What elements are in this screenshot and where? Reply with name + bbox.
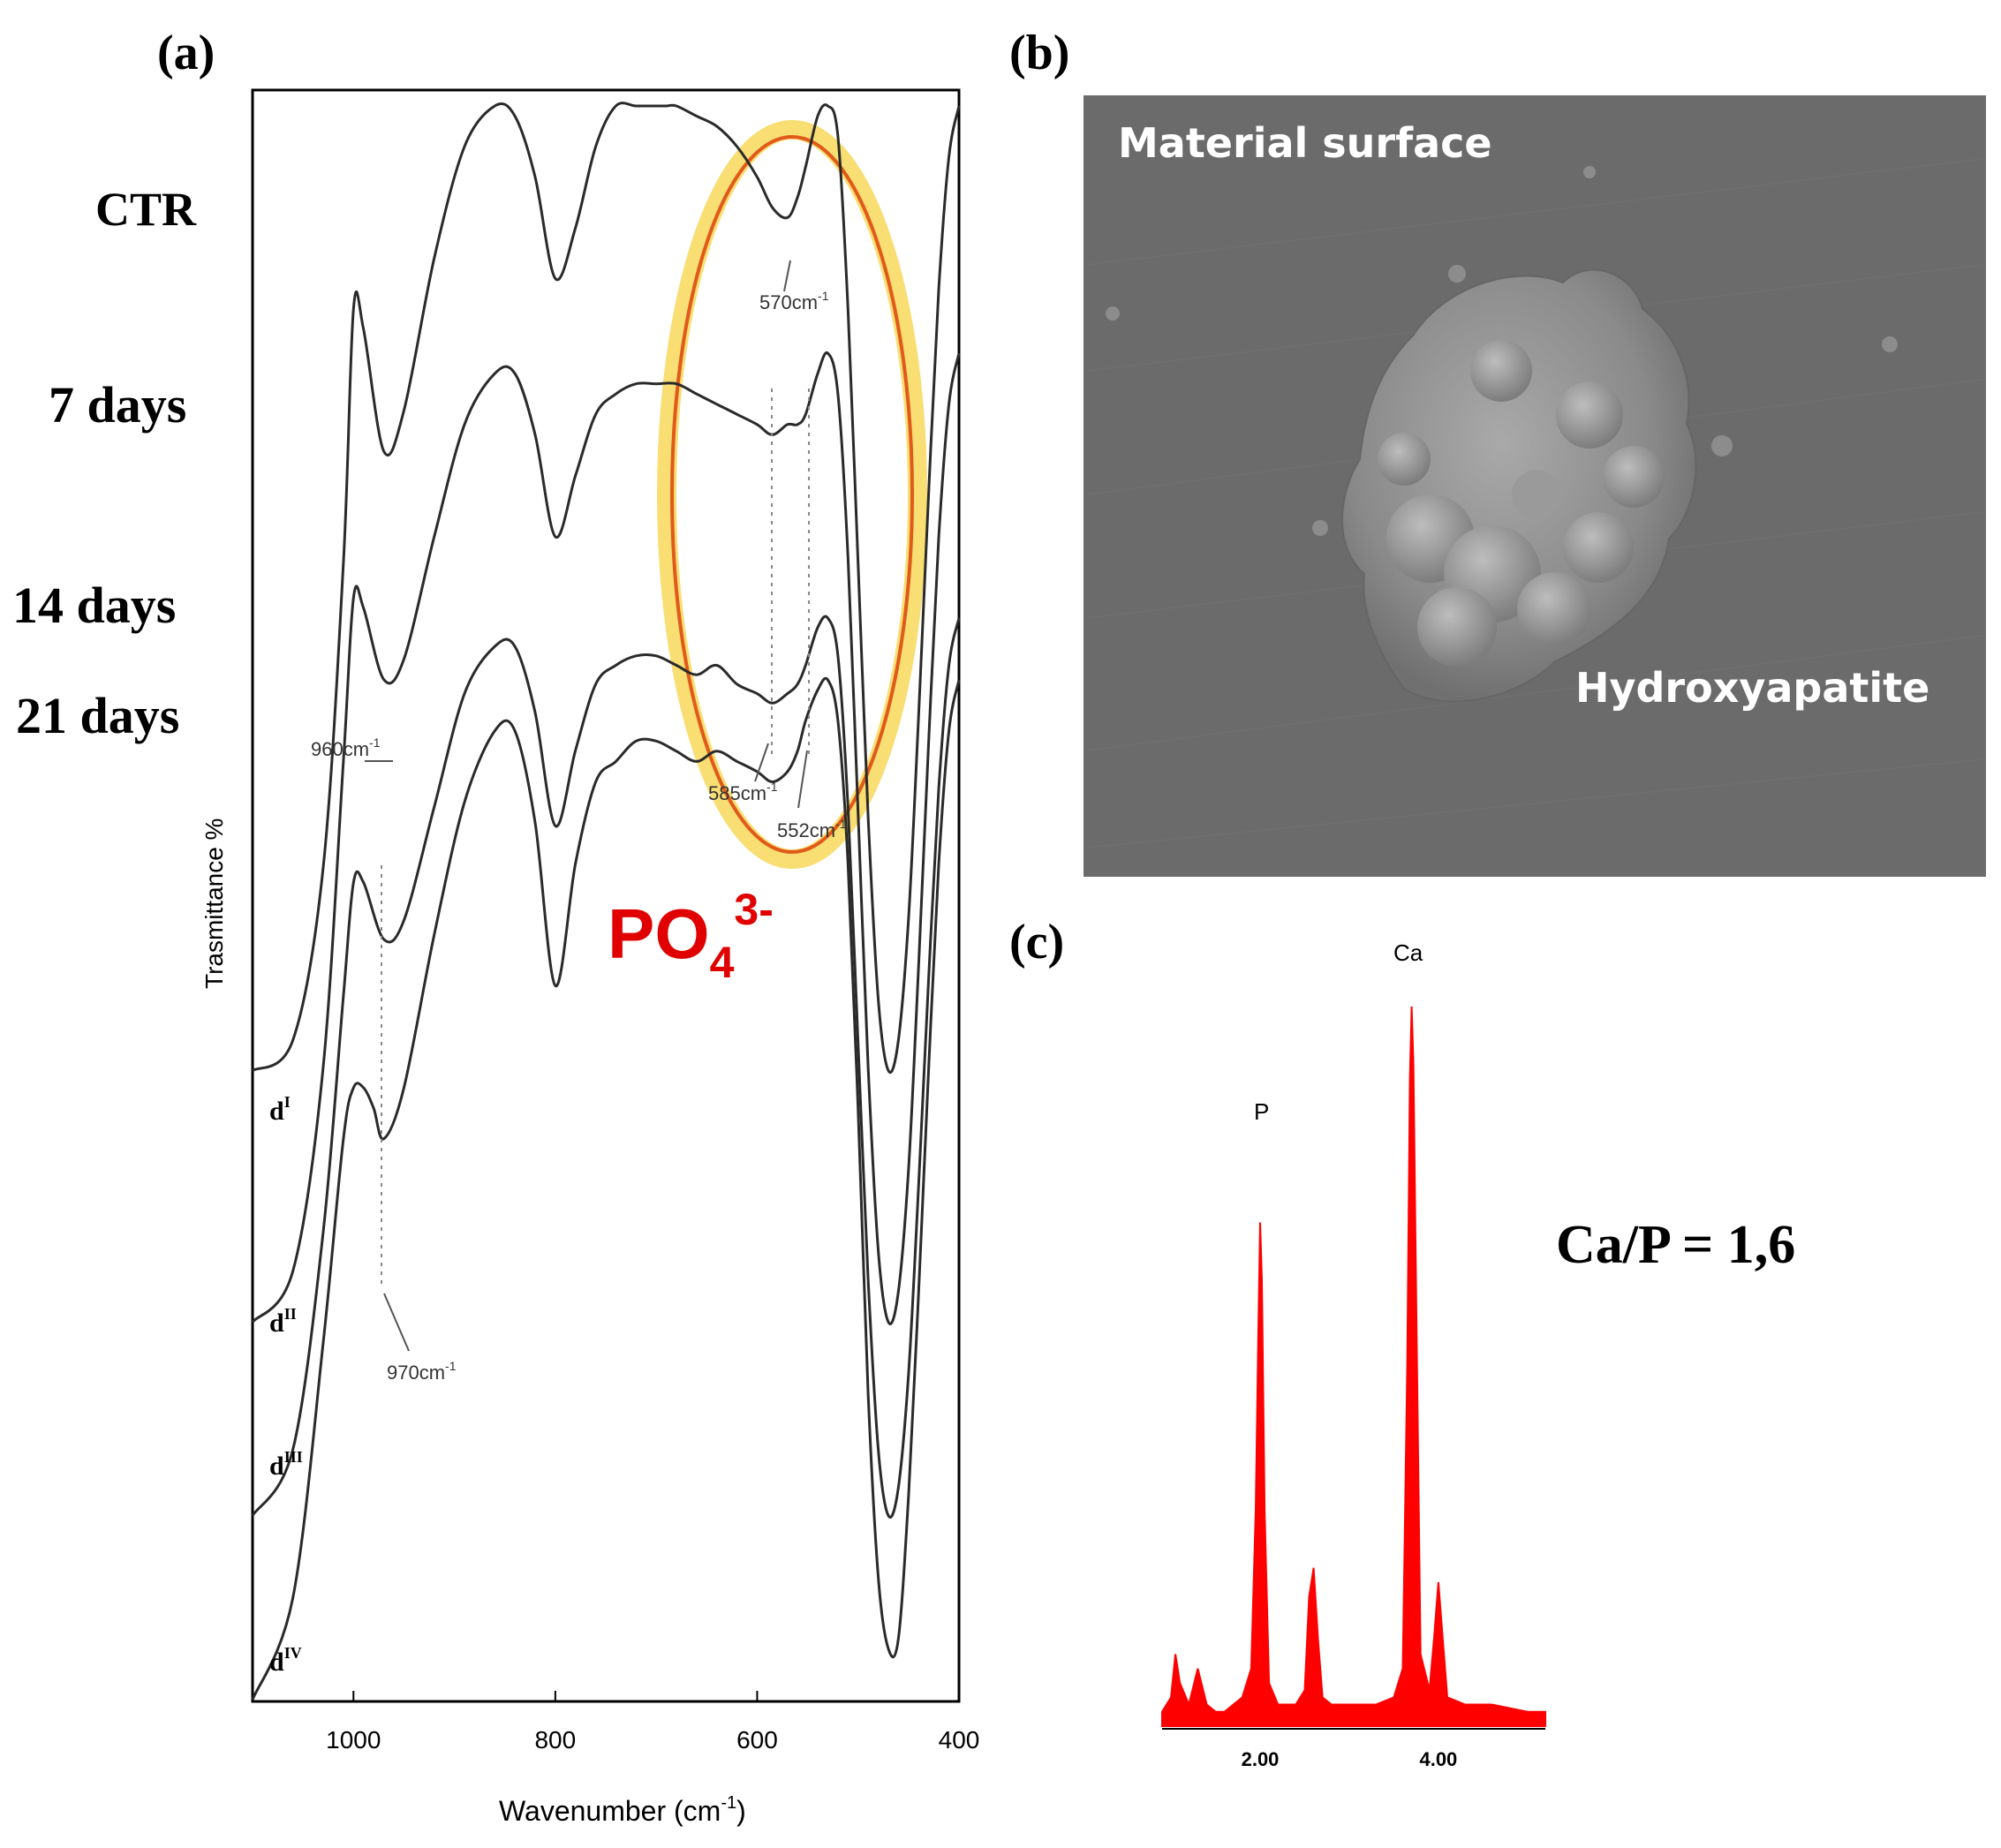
panel-c: (c) 2.00 4.00 P Ca Ca/P = 1,6 — [1009, 915, 1795, 1770]
eds-spectrum-area — [1161, 1006, 1546, 1727]
peak-label-970: 970cm-1 — [387, 1359, 457, 1384]
po4-highlight — [657, 120, 927, 869]
ftir-y-axis-label: Trasmittance % — [200, 818, 228, 989]
ftir-trace-1 — [252, 102, 961, 1074]
ftir-trace-4 — [251, 676, 961, 1701]
ftir-x-tick-label: 400 — [939, 1726, 980, 1754]
eds-x-tick-label: 4.00 — [1419, 1748, 1457, 1770]
particle-bump — [1512, 470, 1561, 519]
particle-bump — [1603, 446, 1665, 508]
panel-c-letter: (c) — [1009, 915, 1064, 969]
po4-ion-label: PO43- — [608, 885, 774, 987]
eds-x-tick-label: 2.00 — [1242, 1748, 1280, 1770]
highlight-ring — [670, 135, 914, 854]
eds-peak-label-ca: Ca — [1393, 939, 1423, 966]
trace-label-d4: dIV — [269, 1644, 302, 1677]
sem-scratch — [1085, 758, 1983, 849]
ftir-plot-frame — [251, 88, 961, 1703]
sem-label-hydroxyapatite: Hydroxyapatite — [1575, 664, 1929, 712]
panel-a: (a) CTR 7 days 14 days 21 days 570cm-1 — [12, 26, 979, 1827]
debris-speck — [1583, 166, 1596, 178]
row-label-21-days: 21 days — [16, 687, 179, 744]
eds-peak-label-p: P — [1254, 1098, 1269, 1125]
trace-label-d1: dI — [269, 1093, 291, 1126]
sem-scratch — [1085, 635, 1983, 751]
peak-label-960: 960cm-1 — [311, 735, 381, 760]
peak-label-570: 570cm-1 — [759, 289, 829, 313]
highlight-glow — [657, 120, 927, 869]
sem-label-material-surface: Material surface — [1118, 119, 1492, 167]
particle-bump — [1517, 572, 1591, 646]
particle-bump — [1556, 381, 1623, 449]
ftir-x-ticks: 1000 800 600 400 — [326, 1691, 979, 1754]
row-label-14-days: 14 days — [12, 577, 176, 634]
row-label-7-days: 7 days — [49, 376, 186, 434]
row-label-ctr: CTR — [95, 183, 197, 236]
trace-label-d3: dIII — [269, 1448, 303, 1481]
sem-scratch — [1085, 158, 1983, 266]
particle-bump — [1563, 512, 1634, 583]
leader-970 — [383, 1293, 410, 1352]
ftir-trace-3 — [251, 615, 961, 1519]
panel-a-letter: (a) — [157, 26, 215, 80]
particle-bump — [1470, 340, 1532, 402]
ftir-x-axis-label: Wavenumber (cm-1) — [499, 1793, 746, 1827]
ftir-x-tick-label: 600 — [736, 1726, 778, 1754]
ftir-x-tick-label: 800 — [534, 1726, 576, 1754]
peak-annotations: 570cm-1 960cm-1 585cm-1 552cm-1 970cm-1 — [311, 260, 847, 1384]
debris-speck — [1312, 520, 1328, 536]
eds-spectrum — [1161, 1006, 1546, 1727]
debris-speck — [1106, 306, 1120, 321]
ftir-x-tick-label: 1000 — [326, 1726, 381, 1754]
trace-labels: dI dII dIII dIV — [269, 1093, 303, 1677]
peak-label-552: 552cm-1 — [777, 817, 847, 841]
ftir-trace-2 — [251, 351, 961, 1325]
particle-bump — [1378, 433, 1431, 486]
ftir-traces — [251, 102, 961, 1701]
leader-570 — [783, 260, 791, 292]
debris-speck — [1448, 265, 1466, 283]
eds-x-ticks: 2.00 4.00 — [1242, 1748, 1458, 1770]
debris-speck — [1711, 435, 1733, 456]
debris-speck — [1882, 336, 1898, 352]
panel-b: (b) — [1009, 26, 1986, 877]
ca-p-ratio: Ca/P = 1,6 — [1556, 1215, 1795, 1275]
ftir-row-labels: CTR 7 days 14 days 21 days — [12, 183, 197, 744]
peak-label-585: 585cm-1 — [708, 780, 778, 804]
particle-bump — [1417, 587, 1497, 667]
peak-guides — [381, 388, 810, 1289]
hydroxyapatite-particle — [1341, 268, 1697, 703]
sem-debris — [1106, 166, 1898, 536]
leader-585 — [754, 743, 769, 782]
trace-label-d2: dII — [269, 1305, 297, 1338]
panel-b-letter: (b) — [1009, 26, 1069, 80]
leader-552 — [797, 750, 808, 809]
